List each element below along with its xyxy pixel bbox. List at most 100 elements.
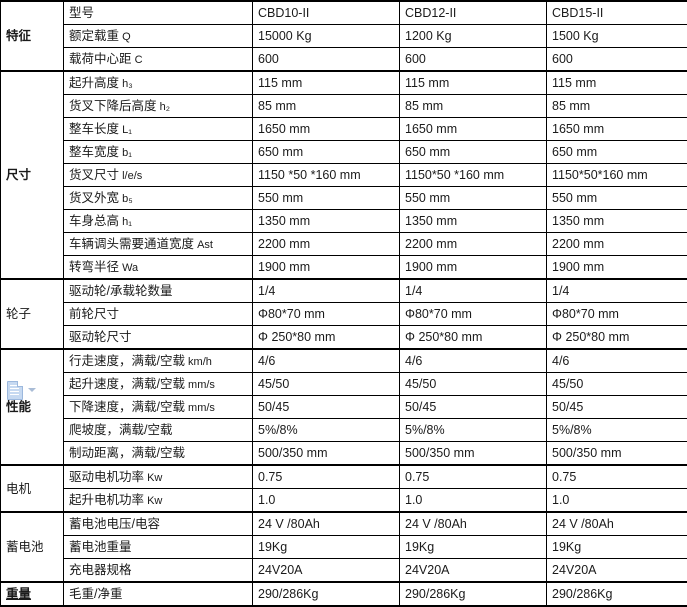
value-cell-model-1: 24 V /80Ah: [253, 512, 400, 536]
value-cell-model-2: 85 mm: [400, 95, 547, 118]
group-label-text: 性能: [6, 400, 31, 414]
value-cell-model-3: 1.0: [547, 489, 687, 513]
feature-symbol: Kw: [144, 495, 162, 507]
paste-options-smart-tag[interactable]: [7, 381, 53, 399]
value-cell-model-3: 1/4: [547, 279, 687, 303]
value-cell-model-1: Φ 250*80 mm: [253, 326, 400, 350]
value-cell-model-2: 5%/8%: [400, 419, 547, 442]
value-cell-model-1: 1650 mm: [253, 118, 400, 141]
feature-symbol: h₁: [119, 216, 132, 228]
value-cell-model-1: 4/6: [253, 349, 400, 373]
value-cell-model-1: 650 mm: [253, 141, 400, 164]
feature-label: 载荷中心距 C: [64, 48, 253, 72]
value-cell-model-1: 15000 Kg: [253, 25, 400, 48]
value-cell-model-1: CBD10-II: [253, 1, 400, 25]
value-cell-model-3: 2200 mm: [547, 233, 687, 256]
value-cell-model-2: 600: [400, 48, 547, 72]
value-cell-model-2: 550 mm: [400, 187, 547, 210]
group-label-text: 电机: [6, 482, 31, 496]
value-cell-model-2: 0.75: [400, 465, 547, 489]
group-label-text: 轮子: [6, 307, 31, 321]
value-cell-model-1: 19Kg: [253, 536, 400, 559]
value-cell-model-3: 24 V /80Ah: [547, 512, 687, 536]
feature-label: 驱动轮尺寸: [64, 326, 253, 350]
feature-label: 货叉下降后高度 h₂: [64, 95, 253, 118]
value-cell-model-1: 50/45: [253, 396, 400, 419]
value-cell-model-3: 85 mm: [547, 95, 687, 118]
value-cell-model-1: 0.75: [253, 465, 400, 489]
chevron-down-icon[interactable]: [28, 388, 36, 392]
feature-symbol: L₁: [119, 124, 132, 136]
feature-label: 额定载重 Q: [64, 25, 253, 48]
feature-symbol: mm/s: [185, 402, 215, 414]
feature-symbol: Kw: [144, 472, 162, 484]
value-cell-model-2: 1350 mm: [400, 210, 547, 233]
value-cell-model-1: 115 mm: [253, 71, 400, 95]
value-cell-model-1: 600: [253, 48, 400, 72]
value-cell-model-2: 1/4: [400, 279, 547, 303]
feature-label: 货叉尺寸 l/e/s: [64, 164, 253, 187]
feature-symbol: mm/s: [185, 379, 215, 391]
value-cell-model-2: 1900 mm: [400, 256, 547, 280]
value-cell-model-2: 24V20A: [400, 559, 547, 583]
feature-label: 起升速度，满载/空载 mm/s: [64, 373, 253, 396]
paste-options-icon[interactable]: [7, 381, 23, 400]
feature-label: 制动距离，满载/空载: [64, 442, 253, 466]
feature-label: 起升高度 h₃: [64, 71, 253, 95]
feature-label: 行走速度，满载/空载 km/h: [64, 349, 253, 373]
value-cell-model-3: 5%/8%: [547, 419, 687, 442]
feature-label: 蓄电池电压/电容: [64, 512, 253, 536]
group-label-2: 尺寸: [1, 71, 64, 279]
group-label-text: 蓄电池: [6, 540, 44, 554]
feature-label: 车辆调头需要通道宽度 Ast: [64, 233, 253, 256]
group-label-7: 重量: [1, 582, 64, 606]
feature-symbol: Wa: [119, 262, 138, 274]
value-cell-model-3: 1150*50*160 mm: [547, 164, 687, 187]
value-cell-model-1: 1/4: [253, 279, 400, 303]
feature-label: 充电器规格: [64, 559, 253, 583]
value-cell-model-3: 600: [547, 48, 687, 72]
feature-symbol: h₃: [119, 78, 133, 90]
value-cell-model-3: 1350 mm: [547, 210, 687, 233]
feature-label: 型号: [64, 1, 253, 25]
feature-label: 下降速度，满载/空载 mm/s: [64, 396, 253, 419]
value-cell-model-3: 0.75: [547, 465, 687, 489]
value-cell-model-2: 115 mm: [400, 71, 547, 95]
group-label-3: 轮子: [1, 279, 64, 349]
value-cell-model-1: 550 mm: [253, 187, 400, 210]
value-cell-model-1: 1150 *50 *160 mm: [253, 164, 400, 187]
feature-symbol: h₂: [157, 101, 170, 113]
feature-label: 爬坡度，满载/空载: [64, 419, 253, 442]
value-cell-model-3: 19Kg: [547, 536, 687, 559]
group-label-5: 电机: [1, 465, 64, 512]
group-label-text: 特征: [6, 29, 31, 43]
value-cell-model-3: CBD15-II: [547, 1, 687, 25]
feature-label: 车身总高 h₁: [64, 210, 253, 233]
value-cell-model-3: 50/45: [547, 396, 687, 419]
value-cell-model-1: 1.0: [253, 489, 400, 513]
value-cell-model-2: 650 mm: [400, 141, 547, 164]
feature-label: 毛重/净重: [64, 582, 253, 606]
value-cell-model-2: 290/286Kg: [400, 582, 547, 606]
value-cell-model-2: 2200 mm: [400, 233, 547, 256]
value-cell-model-3: 24V20A: [547, 559, 687, 583]
value-cell-model-2: 19Kg: [400, 536, 547, 559]
